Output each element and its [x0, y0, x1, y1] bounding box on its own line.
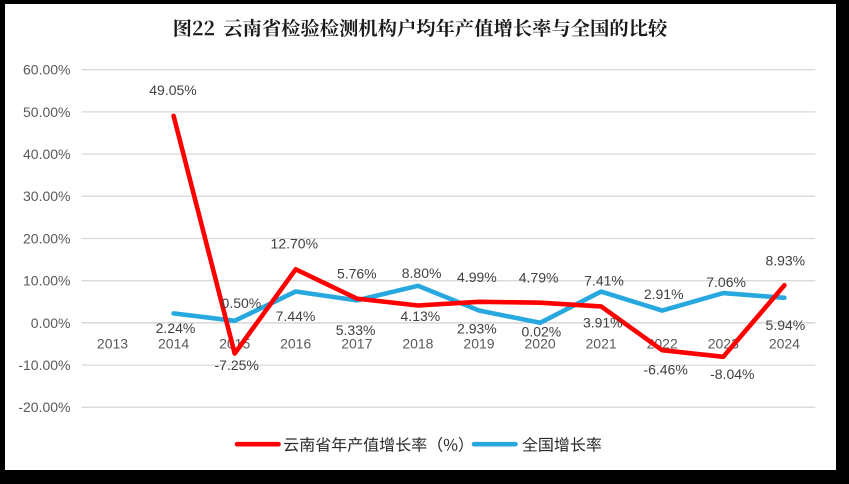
svg-text:40.00%: 40.00% [23, 146, 70, 162]
svg-text:2.93%: 2.93% [457, 321, 497, 337]
svg-text:49.05%: 49.05% [149, 82, 196, 98]
svg-text:0.02%: 0.02% [522, 323, 562, 339]
svg-text:8.80%: 8.80% [402, 265, 442, 281]
svg-text:8.93%: 8.93% [765, 252, 805, 268]
svg-text:4.13%: 4.13% [401, 308, 441, 324]
svg-text:7.41%: 7.41% [584, 273, 624, 289]
svg-text:4.79%: 4.79% [519, 270, 559, 286]
svg-text:2019: 2019 [463, 335, 494, 351]
svg-text:-20.00%: -20.00% [18, 399, 70, 415]
svg-text:2021: 2021 [586, 335, 617, 351]
svg-text:2024: 2024 [769, 335, 800, 351]
svg-text:2016: 2016 [280, 335, 311, 351]
svg-text:2013: 2013 [97, 335, 128, 351]
svg-text:3.91%: 3.91% [583, 315, 623, 331]
svg-text:10.00%: 10.00% [23, 273, 70, 289]
svg-text:60.00%: 60.00% [23, 62, 70, 78]
svg-text:2014: 2014 [158, 335, 189, 351]
svg-text:2020: 2020 [525, 335, 556, 351]
svg-text:5.76%: 5.76% [337, 266, 377, 282]
svg-text:2018: 2018 [402, 335, 433, 351]
svg-text:12.70%: 12.70% [271, 235, 318, 251]
svg-text:-7.25%: -7.25% [215, 357, 259, 373]
svg-text:20.00%: 20.00% [23, 230, 70, 246]
svg-text:7.44%: 7.44% [276, 308, 316, 324]
svg-text:-8.04%: -8.04% [710, 366, 754, 382]
svg-text:7.06%: 7.06% [706, 274, 746, 290]
svg-text:50.00%: 50.00% [23, 104, 70, 120]
svg-text:2.24%: 2.24% [156, 320, 196, 336]
svg-text:0.00%: 0.00% [31, 315, 71, 331]
svg-text:2017: 2017 [341, 335, 372, 351]
svg-text:-6.46%: -6.46% [643, 361, 687, 377]
svg-text:4.99%: 4.99% [457, 269, 497, 285]
svg-text:-10.00%: -10.00% [18, 357, 70, 373]
svg-text:0.50%: 0.50% [222, 295, 262, 311]
svg-text:5.33%: 5.33% [336, 322, 376, 338]
svg-text:30.00%: 30.00% [23, 188, 70, 204]
svg-text:5.94%: 5.94% [766, 317, 806, 333]
svg-text:2.91%: 2.91% [644, 286, 684, 302]
